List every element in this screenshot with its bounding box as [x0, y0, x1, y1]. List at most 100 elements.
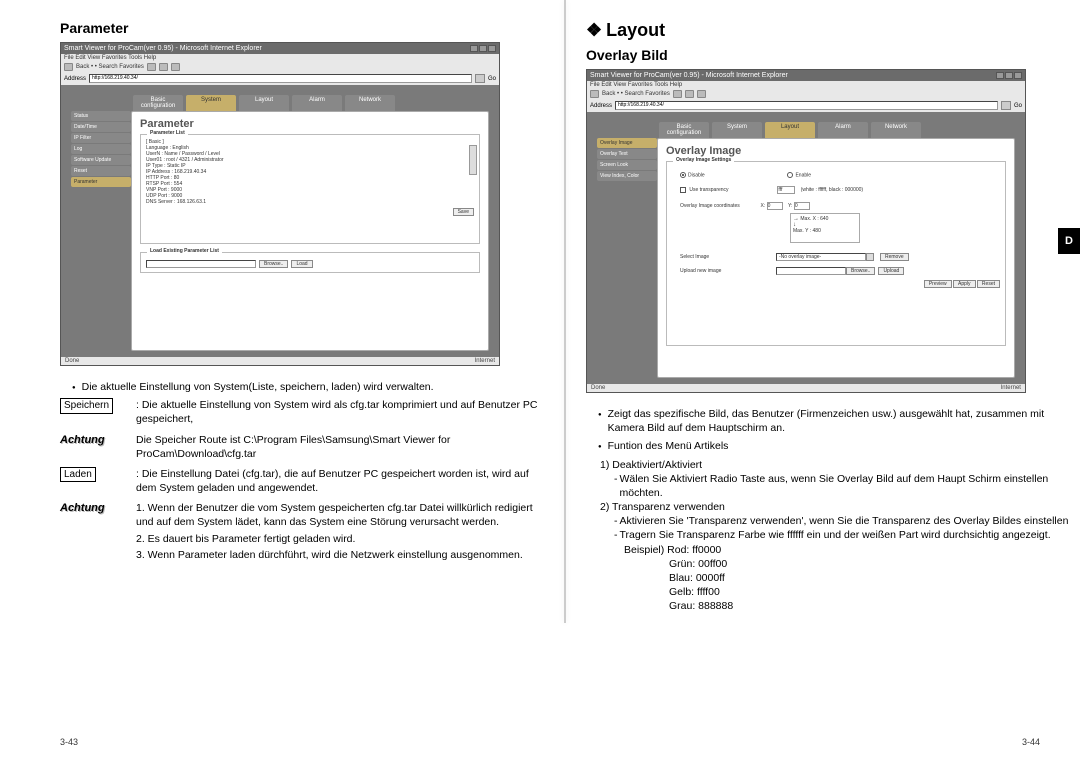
- filepath-field[interactable]: [146, 260, 256, 268]
- sidebar-datetime[interactable]: Date/Time: [71, 122, 131, 132]
- addressbar: Address http://168.219.40.34/ Go: [587, 99, 1025, 112]
- tab-basic[interactable]: Basic configuration: [659, 122, 709, 138]
- status-left: Done: [65, 358, 79, 364]
- num-item: 1. Wenn der Benutzer die vom System gesp…: [136, 501, 544, 529]
- back-icon[interactable]: [590, 90, 599, 98]
- back-icon[interactable]: [64, 63, 73, 71]
- list-item: 1) Deaktiviert/Aktiviert: [600, 458, 1070, 472]
- bullet-text: Die aktuelle Einstellung von System(List…: [82, 380, 434, 394]
- radio-enable[interactable]: [787, 172, 793, 178]
- status-right: Internet: [475, 358, 495, 364]
- load-button[interactable]: Load: [291, 260, 312, 268]
- window-buttons: [996, 72, 1022, 79]
- y-field[interactable]: 0: [794, 202, 810, 210]
- page-number-right: 3-44: [1022, 737, 1040, 747]
- tb-icon[interactable]: [159, 63, 168, 71]
- color-hint: (white : ffffff, black : 000000): [801, 187, 863, 193]
- sidebar-overlay-image[interactable]: Overlay Image: [597, 138, 657, 148]
- go-button[interactable]: [475, 74, 485, 83]
- titlebar: Smart Viewer for ProCam(ver 0.95) - Micr…: [587, 70, 1025, 81]
- num-item: 3. Wenn Parameter laden dürchführt, wird…: [136, 548, 544, 562]
- apply-button[interactable]: Apply: [953, 280, 976, 288]
- go-label: Go: [488, 76, 496, 82]
- scrollbar[interactable]: [469, 145, 477, 175]
- dash-text: Tragern Sie Transparenz Farbe wie ffffff…: [619, 528, 1050, 542]
- upload-field[interactable]: [776, 267, 846, 275]
- toolbar: Back • • Search Favorites: [587, 89, 1025, 99]
- tb-icon[interactable]: [697, 90, 706, 98]
- tab-basic[interactable]: Basic configuration: [133, 95, 183, 111]
- remove-button[interactable]: Remove: [880, 253, 909, 261]
- max-y: Max. Y : 480: [793, 228, 821, 234]
- tab-network[interactable]: Network: [871, 122, 921, 138]
- sidebar-swupdate[interactable]: Software Update: [71, 155, 131, 165]
- tb-icon[interactable]: [685, 90, 694, 98]
- statusbar: Done Internet: [61, 357, 499, 365]
- use-trans-label: Use transparency: [689, 187, 728, 193]
- address-field[interactable]: http://168.219.40.34/: [89, 74, 472, 83]
- upload-button[interactable]: Upload: [878, 267, 904, 275]
- sidebar-status[interactable]: Status: [71, 111, 131, 121]
- heading-parameter: Parameter: [60, 20, 544, 36]
- reset-button[interactable]: Reset: [977, 280, 1000, 288]
- tab-alarm[interactable]: Alarm: [292, 95, 342, 111]
- work-area: Status Date/Time IP Filter Log Software …: [71, 111, 489, 351]
- sidebar-screen-look[interactable]: Screen Look: [597, 160, 657, 170]
- sidebar-reset[interactable]: Reset: [71, 166, 131, 176]
- status-right: Internet: [1001, 385, 1021, 391]
- body-text: Die aktuelle Einstellung von System(List…: [60, 380, 544, 564]
- sidebar-view-index[interactable]: View Index, Color: [597, 171, 657, 181]
- browse-button[interactable]: Browse..: [846, 267, 875, 275]
- addressbar: Address http://168.219.40.34/ Go: [61, 72, 499, 85]
- box-title: Parameter List: [147, 130, 188, 136]
- go-button[interactable]: [1001, 101, 1011, 110]
- select-image-dropdown[interactable]: -No overlay image-: [776, 253, 866, 261]
- tab-layout[interactable]: Layout: [765, 122, 815, 138]
- speichern-label: Speichern: [60, 398, 113, 414]
- address-label: Address: [590, 103, 612, 109]
- save-button[interactable]: Save: [453, 208, 474, 216]
- browse-button[interactable]: Browse..: [259, 260, 288, 268]
- tab-system[interactable]: System: [712, 122, 762, 138]
- window-buttons: [470, 45, 496, 52]
- work-area: Overlay Image Overlay Text Screen Look V…: [597, 138, 1015, 378]
- achtung-body: Die Speicher Route ist C:\Program Files\…: [136, 433, 544, 461]
- sidebar-overlay-text[interactable]: Overlay Text: [597, 149, 657, 159]
- color-field[interactable]: fff: [777, 186, 795, 194]
- achtung-label: Achtung: [60, 501, 136, 516]
- radio-disable[interactable]: [680, 172, 686, 178]
- tb-icon[interactable]: [171, 63, 180, 71]
- tab-system[interactable]: System: [186, 95, 236, 111]
- preview-button[interactable]: Preview: [924, 280, 952, 288]
- address-label: Address: [64, 76, 86, 82]
- sidebar-ipfilter[interactable]: IP Filter: [71, 133, 131, 143]
- sidebar-log[interactable]: Log: [71, 144, 131, 154]
- tab-alarm[interactable]: Alarm: [818, 122, 868, 138]
- toolbar-text: Back • • Search Favorites: [602, 91, 670, 97]
- laden-body: : Die Einstellung Datei (cfg.tar), die a…: [136, 467, 544, 495]
- tb-icon[interactable]: [673, 90, 682, 98]
- sidebar-parameter[interactable]: Parameter: [71, 177, 131, 187]
- side-tab: D: [1058, 228, 1080, 254]
- go-label: Go: [1014, 103, 1022, 109]
- panel-title: Overlay Image: [666, 145, 1006, 157]
- max-x: Max. X : 640: [800, 216, 828, 222]
- color-line: Gelb: ffff00: [669, 585, 1070, 599]
- checkbox-transparency[interactable]: [680, 187, 686, 193]
- tab-network[interactable]: Network: [345, 95, 395, 111]
- x-label: X:: [761, 203, 766, 209]
- laden-label: Laden: [60, 467, 96, 483]
- panel-title: Parameter: [140, 118, 480, 130]
- dash-text: Wälen Sie Aktiviert Radio Taste aus, wen…: [619, 472, 1070, 500]
- max-box: → Max. X : 640 ↓ Max. Y : 480: [790, 213, 860, 243]
- bullet-text: Zeigt das spezifische Bild, das Benutzer…: [608, 407, 1070, 435]
- num-item: 2. Es dauert bis Parameter fertigt gelad…: [136, 532, 544, 546]
- content-area: Basic configuration System Layout Alarm …: [587, 112, 1025, 384]
- toolbar-text: Back • • Search Favorites: [76, 64, 144, 70]
- tb-icon[interactable]: [147, 63, 156, 71]
- dropdown-icon[interactable]: [866, 253, 874, 261]
- color-line: Grün: 00ff00: [669, 557, 1070, 571]
- tab-layout[interactable]: Layout: [239, 95, 289, 111]
- x-field[interactable]: 0: [767, 202, 783, 210]
- address-field[interactable]: http://168.219.40.34/: [615, 101, 998, 110]
